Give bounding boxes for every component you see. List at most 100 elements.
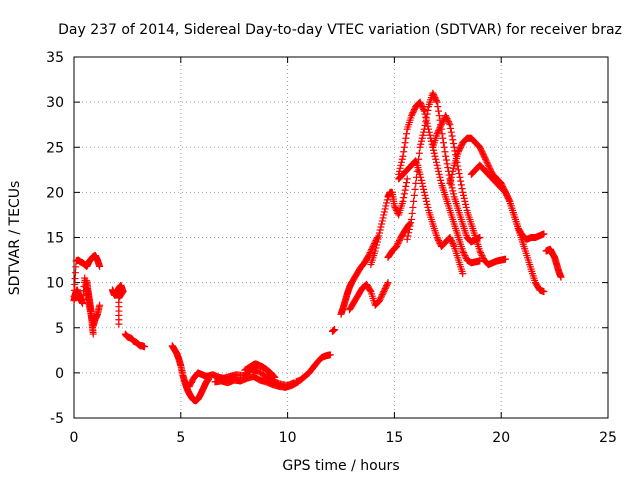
data-point bbox=[416, 98, 424, 106]
data-point bbox=[483, 158, 491, 166]
data-point bbox=[391, 203, 399, 211]
x-axis-title: GPS time / hours bbox=[282, 458, 399, 474]
data-point bbox=[504, 194, 512, 202]
data-point bbox=[435, 167, 443, 175]
data-point bbox=[459, 191, 467, 199]
data-point bbox=[447, 176, 455, 184]
data-point bbox=[383, 282, 391, 290]
data-point bbox=[378, 220, 386, 228]
data-point bbox=[461, 197, 469, 205]
y-tick-label: 30 bbox=[46, 95, 64, 111]
data-point bbox=[420, 185, 428, 193]
data-point bbox=[396, 164, 404, 172]
data-point bbox=[410, 191, 418, 199]
data-point bbox=[426, 131, 434, 139]
data-point bbox=[115, 320, 123, 328]
data-point bbox=[449, 187, 457, 195]
data-point bbox=[478, 252, 486, 260]
data-point bbox=[373, 238, 381, 246]
data-point bbox=[419, 182, 427, 190]
data-point bbox=[390, 202, 398, 210]
data-point bbox=[404, 232, 412, 240]
data-point bbox=[395, 167, 403, 175]
data-point bbox=[411, 158, 419, 166]
data-point bbox=[423, 110, 431, 118]
data-point bbox=[433, 98, 441, 106]
series-early-upper bbox=[70, 252, 104, 300]
data-point bbox=[439, 134, 447, 142]
data-point bbox=[424, 106, 432, 114]
data-point bbox=[503, 191, 511, 199]
data-point bbox=[423, 200, 431, 208]
data-point bbox=[480, 152, 488, 160]
data-point bbox=[457, 143, 465, 151]
y-tick-label: 35 bbox=[46, 50, 64, 66]
data-point bbox=[96, 301, 104, 309]
data-point bbox=[368, 246, 376, 254]
data-point bbox=[383, 280, 391, 288]
series-dip-5h bbox=[168, 342, 213, 405]
data-point bbox=[395, 237, 403, 245]
data-point bbox=[456, 173, 464, 181]
data-point bbox=[71, 275, 79, 283]
series-branch-15h bbox=[384, 220, 413, 261]
data-point bbox=[444, 164, 452, 172]
data-point bbox=[378, 292, 386, 300]
data-point bbox=[409, 109, 417, 117]
data-point bbox=[431, 94, 439, 102]
data-point bbox=[271, 373, 279, 381]
series-tail-22h bbox=[542, 245, 565, 281]
data-point bbox=[326, 351, 334, 359]
data-point bbox=[89, 330, 97, 338]
data-point bbox=[394, 240, 402, 248]
data-point bbox=[372, 244, 380, 252]
data-point bbox=[402, 134, 410, 142]
data-point bbox=[403, 235, 411, 243]
data-point bbox=[374, 235, 382, 243]
data-point bbox=[440, 139, 448, 147]
data-point bbox=[448, 184, 456, 192]
data-point bbox=[482, 157, 490, 165]
data-point bbox=[402, 182, 410, 190]
data-point bbox=[432, 95, 440, 103]
data-point bbox=[140, 343, 148, 351]
data-point bbox=[477, 145, 485, 153]
data-point bbox=[380, 211, 388, 219]
data-point bbox=[407, 219, 415, 227]
data-point bbox=[417, 100, 425, 108]
series-wave-1 bbox=[395, 98, 484, 267]
data-point bbox=[375, 297, 383, 305]
data-point bbox=[457, 181, 465, 189]
data-point bbox=[430, 92, 438, 100]
x-tick-label: 5 bbox=[176, 430, 185, 446]
data-point bbox=[443, 160, 451, 168]
data-point bbox=[442, 113, 450, 121]
data-point bbox=[504, 193, 512, 201]
data-point bbox=[459, 270, 467, 278]
data-point bbox=[442, 156, 450, 164]
data-point bbox=[418, 134, 426, 142]
data-point bbox=[432, 155, 440, 163]
data-point bbox=[432, 97, 440, 105]
data-point bbox=[484, 161, 492, 169]
data-point bbox=[441, 148, 449, 156]
data-point bbox=[445, 118, 453, 126]
data-point bbox=[433, 130, 441, 138]
data-point bbox=[409, 203, 417, 211]
data-point bbox=[460, 194, 468, 202]
data-point bbox=[433, 234, 441, 241]
data-point bbox=[449, 190, 457, 198]
data-point bbox=[447, 173, 455, 181]
data-point bbox=[462, 200, 470, 208]
data-point bbox=[437, 122, 445, 130]
data-point bbox=[415, 149, 423, 157]
data-point bbox=[459, 188, 467, 196]
data-point bbox=[417, 101, 425, 109]
data-point bbox=[422, 114, 430, 122]
data-point bbox=[457, 142, 465, 150]
data-point bbox=[417, 176, 425, 184]
data-point bbox=[430, 149, 438, 157]
data-point bbox=[408, 110, 416, 118]
data-point bbox=[397, 161, 405, 169]
